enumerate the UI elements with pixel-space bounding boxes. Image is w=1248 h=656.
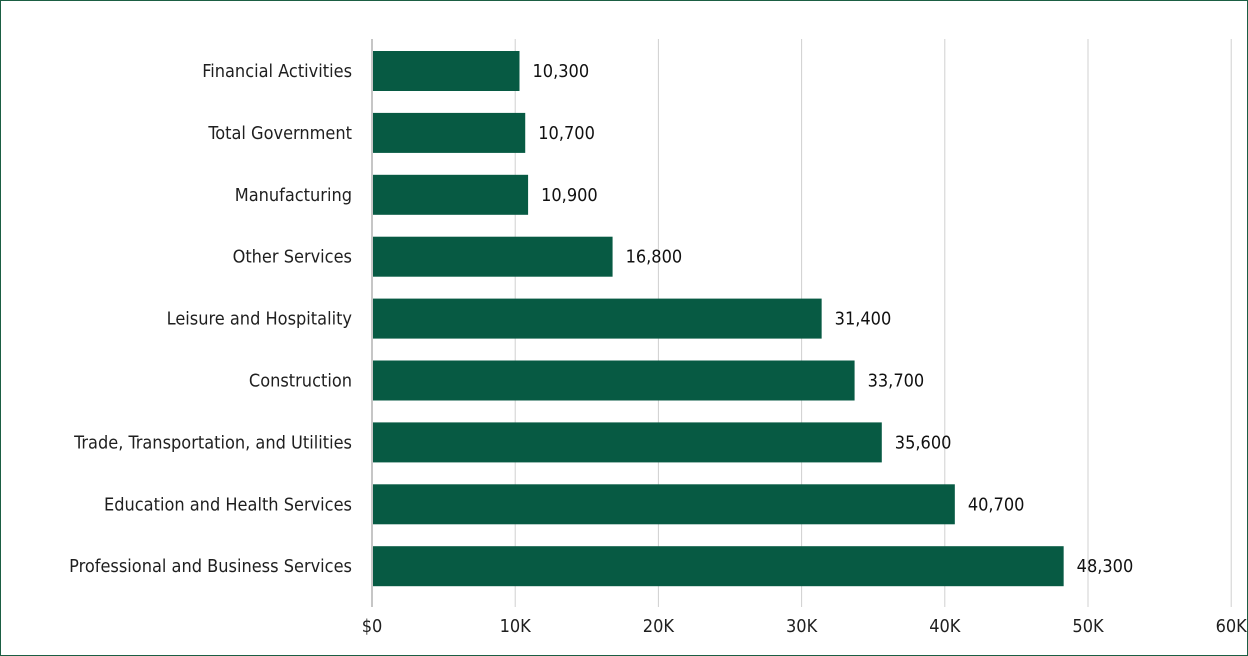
bar: [373, 51, 520, 91]
value-labels: 10,300 10,700 10,900 16,800 31,400 33,700 35,6…: [532, 61, 1133, 577]
x-tick-label: 30K: [786, 616, 818, 637]
bar-value-label: 35,600: [895, 432, 952, 453]
bar-value-label: 10,700: [538, 123, 595, 144]
bar: [373, 174, 529, 215]
category-label: Professional and Business Services: [69, 556, 352, 577]
bar-value-label: 31,400: [835, 309, 892, 330]
bar: [373, 298, 822, 339]
bar-value-label: 10,900: [541, 185, 598, 206]
x-axis-tick-labels: $0 10K 20K 30K 40K 50K 60K: [362, 616, 1247, 637]
category-label: Construction: [249, 371, 352, 392]
category-label: Financial Activities: [202, 61, 352, 82]
x-tick-label: $0: [362, 616, 383, 637]
category-label: Education and Health Services: [104, 494, 352, 515]
bar-value-label: 10,300: [532, 61, 589, 82]
bar: [373, 484, 955, 525]
bar-value-label: 16,800: [626, 247, 683, 268]
x-tick-label: 60K: [1216, 616, 1247, 637]
bar: [373, 546, 1064, 587]
x-tick-label: 40K: [929, 616, 961, 637]
category-labels: Financial Activities Total Government Manu…: [69, 61, 352, 577]
bar: [373, 112, 526, 153]
bar: [373, 360, 855, 401]
bar: [373, 422, 882, 463]
category-label: Manufacturing: [235, 185, 352, 206]
x-tick-label: 20K: [643, 616, 675, 637]
category-label: Total Government: [207, 123, 352, 144]
category-label: Leisure and Hospitality: [167, 309, 353, 330]
category-label: Other Services: [233, 247, 352, 268]
x-tick-label: 10K: [500, 616, 532, 637]
bar-value-label: 48,300: [1077, 556, 1134, 577]
bar-value-label: 40,700: [968, 494, 1025, 515]
bar: [373, 236, 613, 277]
x-tick-label: 50K: [1072, 616, 1104, 637]
bars: [373, 51, 1064, 587]
bar-value-label: 33,700: [868, 371, 925, 392]
category-label: Trade, Transportation, and Utilities: [73, 432, 352, 453]
